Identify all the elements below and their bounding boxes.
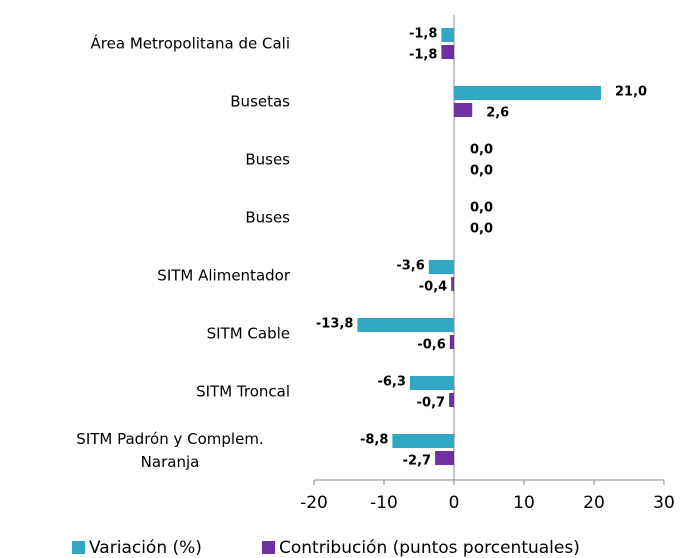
data-label: -2,7 <box>403 454 431 469</box>
bar <box>441 28 454 42</box>
y-tick-label: SITM Cable <box>207 325 290 343</box>
bar <box>449 335 454 349</box>
bar <box>441 45 454 59</box>
x-tick-label: 10 <box>513 493 535 513</box>
data-label: -0,4 <box>419 280 447 295</box>
legend-swatch <box>72 541 85 554</box>
bar <box>454 86 601 100</box>
bar <box>449 393 454 407</box>
data-label: -1,8 <box>409 48 437 63</box>
legend-label: Variación (%) <box>89 538 202 558</box>
label-line: Naranja <box>141 453 200 471</box>
y-tick-label: Área Metropolitana de Cali <box>91 34 290 53</box>
bar <box>392 434 454 448</box>
x-tick-label: 0 <box>449 493 460 513</box>
legend-label: Contribución (puntos porcentuales) <box>279 538 580 558</box>
data-label: -8,8 <box>360 433 388 448</box>
bar <box>409 376 454 390</box>
data-label: -13,8 <box>316 317 353 332</box>
x-tick-label: -10 <box>370 493 398 513</box>
data-label: 0,0 <box>470 164 493 179</box>
bar <box>357 318 454 332</box>
x-tick-label: 30 <box>653 493 675 513</box>
data-label: -3,6 <box>396 259 424 274</box>
label-line: SITM Padrón y Complem. <box>76 430 263 448</box>
data-label: -1,8 <box>409 27 437 42</box>
data-label: 0,0 <box>470 201 493 216</box>
data-label: -0,7 <box>417 396 445 411</box>
x-tick-label: -20 <box>300 493 328 513</box>
bar <box>428 260 454 274</box>
bar <box>451 277 454 291</box>
y-tick-label: SITM Troncal <box>196 383 290 401</box>
data-label: 21,0 <box>615 85 647 100</box>
bar <box>454 103 473 117</box>
data-label: 0,0 <box>470 143 493 158</box>
y-tick-label: Buses <box>245 209 290 227</box>
y-tick-label: Buses <box>245 151 290 169</box>
data-label: 2,6 <box>486 106 509 121</box>
y-tick-label: SITM Alimentador <box>157 267 291 285</box>
legend-swatch <box>262 541 275 554</box>
y-tick-label: SITM Padrón y Complem. Naranja <box>76 430 263 471</box>
data-label: -0,6 <box>417 338 445 353</box>
data-label: -6,3 <box>377 375 405 390</box>
data-label: 0,0 <box>470 222 493 237</box>
bar <box>435 451 454 465</box>
x-tick-label: 20 <box>583 493 605 513</box>
y-tick-label: Busetas <box>230 93 290 111</box>
